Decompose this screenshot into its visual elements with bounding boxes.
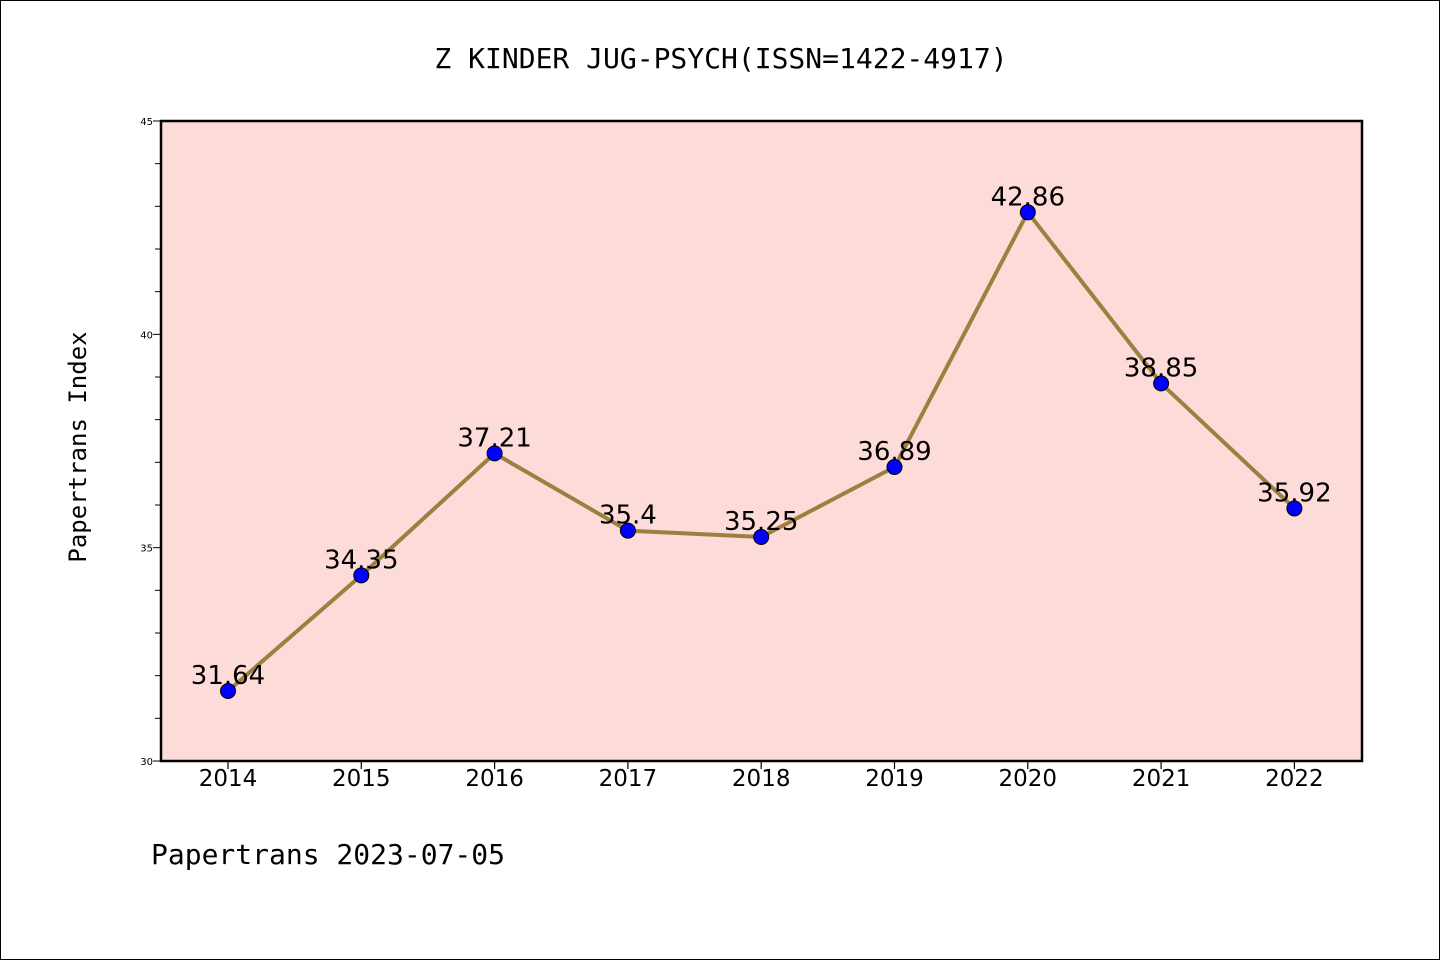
data-point-marker	[1153, 375, 1170, 392]
data-label: 37.21	[457, 423, 531, 453]
data-label: 34.35	[324, 545, 398, 575]
data-point-marker	[619, 522, 636, 539]
x-tick-label: 2020	[999, 766, 1058, 792]
x-tick-label: 2021	[1132, 766, 1191, 792]
data-label: 35.25	[724, 507, 798, 537]
data-point-marker	[353, 567, 370, 584]
y-tick-label: 45	[140, 117, 153, 128]
data-label: 35.92	[1257, 478, 1331, 508]
axis-ticks: 30 35 40 45 2014 2015 2016 2017 2018 2019 2020 2021…	[140, 117, 1323, 792]
data-point-marker	[1019, 204, 1036, 221]
data-label: 38.85	[1124, 353, 1198, 383]
chart-title: Z KINDER JUG-PSYCH(ISSN=1422-4917)	[434, 42, 1007, 75]
data-point-marker	[486, 445, 503, 462]
y-tick-label: 35	[140, 544, 153, 555]
y-tick-label: 30	[140, 757, 153, 768]
data-point-marker	[1286, 500, 1303, 517]
data-point-marker	[753, 529, 770, 545]
x-tick-label: 2016	[465, 766, 524, 792]
data-label: 42.86	[991, 182, 1065, 212]
x-tick-label: 2017	[599, 766, 658, 792]
data-label: 35.4	[599, 501, 657, 531]
plot-border	[159, 119, 1364, 763]
x-tick-label: 2015	[332, 766, 391, 792]
data-point-marker	[220, 683, 236, 700]
data-series: 31.64 34.35 37.21 35.4 35.25 36.89 42.86 38.85 3…	[191, 182, 1332, 700]
data-label: 31.64	[191, 661, 265, 691]
x-tick-label: 2019	[865, 766, 924, 792]
x-tick-label: 2018	[732, 766, 791, 792]
data-point-marker	[886, 459, 903, 476]
y-tick-label: 40	[140, 330, 153, 341]
footer-text: Papertrans 2023-07-05	[151, 838, 505, 871]
data-label: 36.89	[857, 437, 931, 467]
y-axis-label: Papertrans Index	[64, 331, 92, 562]
x-tick-label: 2022	[1265, 766, 1324, 792]
x-tick-label: 2014	[199, 766, 258, 792]
plot-area	[161, 121, 1362, 761]
